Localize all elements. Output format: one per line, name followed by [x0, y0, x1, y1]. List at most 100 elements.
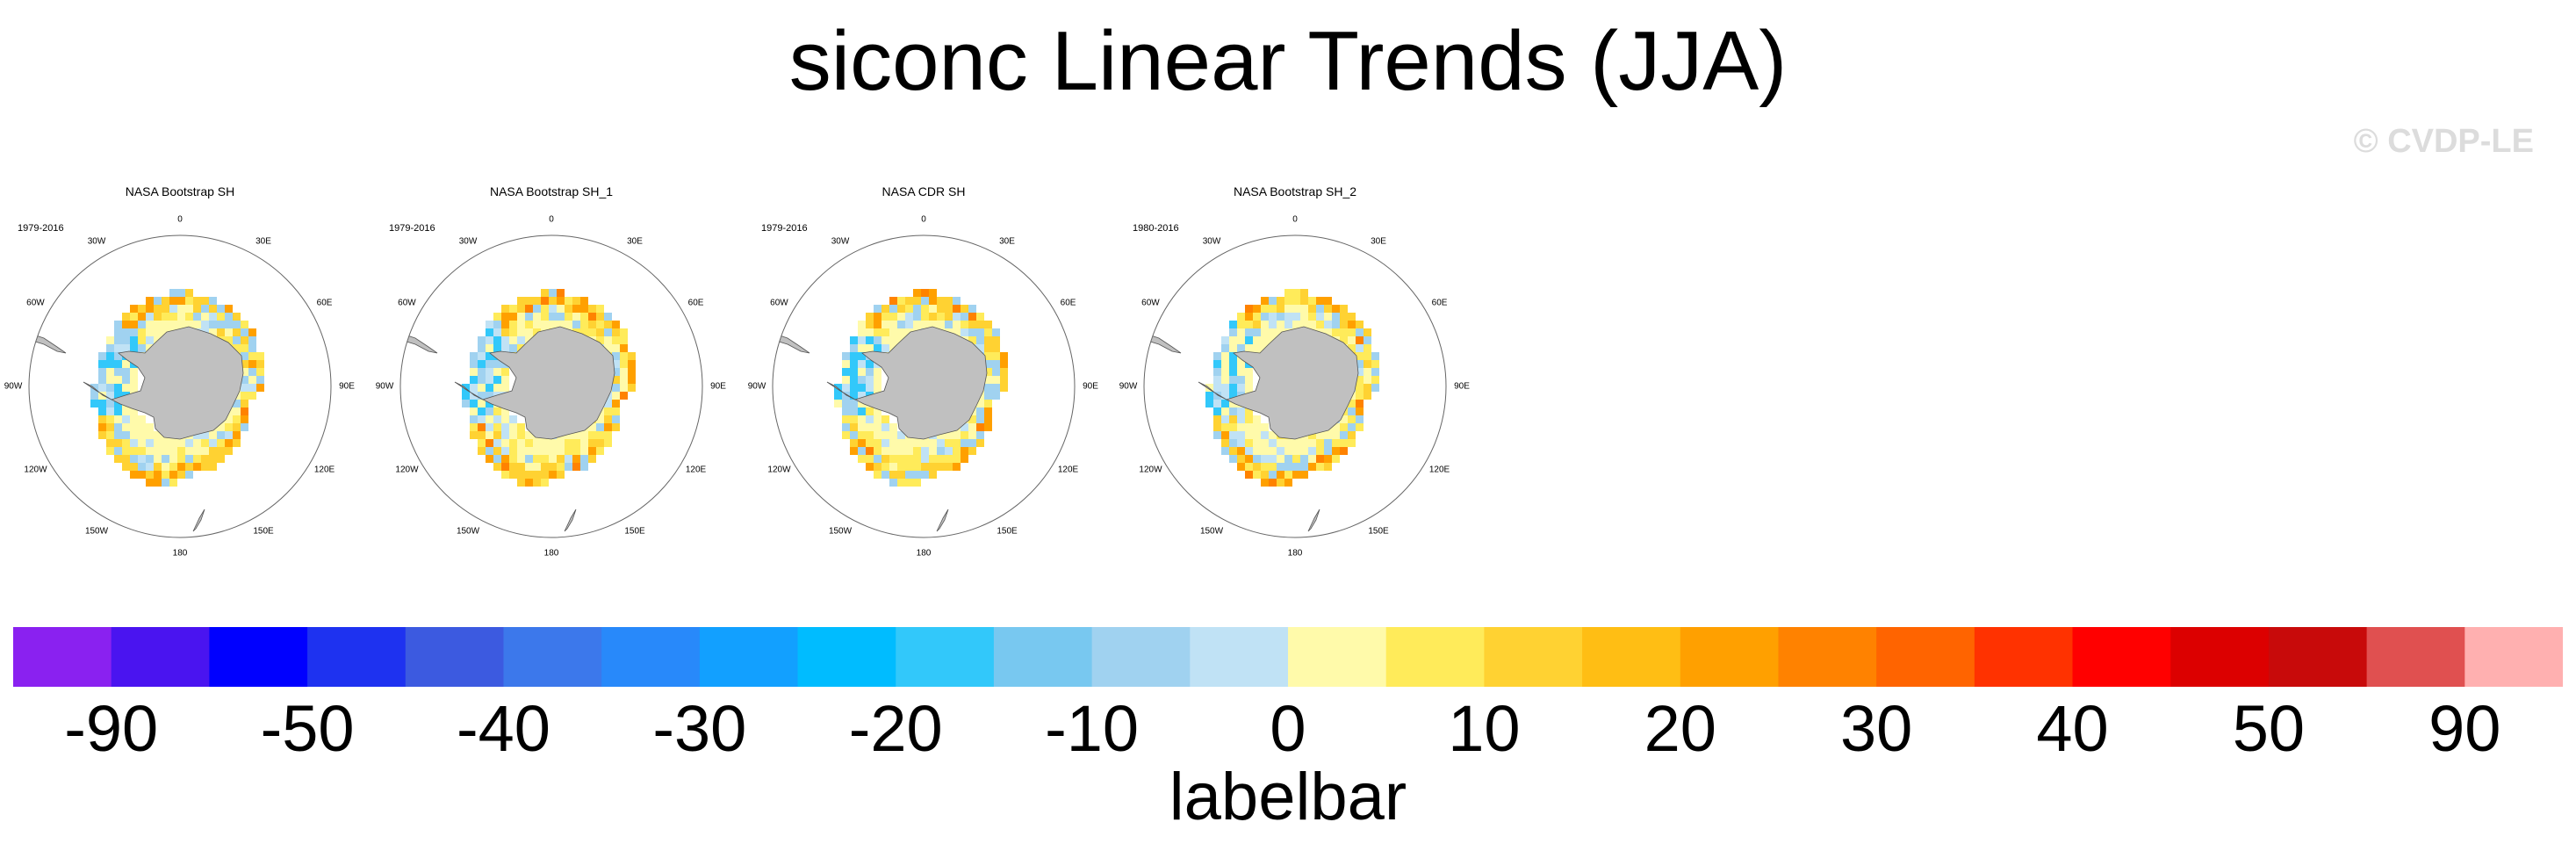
labelbar-tick-label: -10 — [1045, 692, 1140, 765]
labelbar-swatch — [1484, 627, 1583, 687]
longitude-label: 150E — [624, 526, 645, 537]
longitude-label: 30W — [87, 236, 106, 247]
labelbar-swatch — [699, 627, 799, 687]
longitude-label: 30E — [255, 236, 271, 247]
labelbar-tick-label: -40 — [456, 692, 550, 765]
labelbar-swatch — [13, 627, 112, 687]
longitude-label: 120W — [767, 465, 791, 475]
longitude-label: 60W — [1141, 298, 1160, 308]
labelbar-swatch — [2464, 627, 2563, 687]
longitude-label: 120W — [395, 465, 419, 475]
labelbar-tick-label: 10 — [1448, 692, 1521, 765]
labelbar-tick-label: 30 — [1839, 692, 1913, 765]
labelbar-swatch — [1288, 627, 1387, 687]
longitude-label: 120E — [1428, 465, 1450, 475]
labelbar-swatch — [1680, 627, 1779, 687]
labelbar-tick-label: 50 — [2232, 692, 2306, 765]
longitude-label: 90E — [1454, 381, 1470, 392]
panel-title: NASA Bootstrap SH — [125, 184, 235, 198]
panel-title: NASA Bootstrap SH_2 — [1233, 184, 1357, 198]
labelbar-tick-label: 20 — [1644, 692, 1716, 765]
labelbar-tick-label: 0 — [1270, 692, 1306, 765]
map-panel: NASA CDR SH 1979-2016 0 30E 60E 90E 120E 150E 18… — [744, 176, 1104, 562]
labelbar-tick-label: -50 — [260, 692, 355, 765]
labelbar-swatch — [1582, 627, 1681, 687]
longitude-label: 90E — [710, 381, 726, 392]
longitude-label: 30W — [1202, 236, 1221, 247]
panel-period: 1979-2016 — [18, 223, 64, 234]
map-panel: NASA Bootstrap SH_2 1980-2016 0 30E 60E 90E 12… — [1115, 176, 1475, 562]
longitude-label: 180 — [1287, 548, 1303, 559]
longitude-label: 150E — [997, 526, 1018, 537]
map-panel: NASA Bootstrap SH_1 1979-2016 0 30E 60E 90E 12… — [371, 176, 731, 562]
labelbar-tick-label: -30 — [652, 692, 747, 765]
labelbar-tick-label: 40 — [2036, 692, 2109, 765]
longitude-label: 60E — [316, 298, 333, 308]
longitude-label: 0 — [1292, 214, 1298, 225]
panel-period: 1979-2016 — [389, 223, 435, 234]
longitude-label: 180 — [543, 548, 559, 559]
longitude-label: 90W — [747, 381, 766, 392]
longitude-label: 90W — [375, 381, 394, 392]
labelbar-swatch — [1778, 627, 1877, 687]
watermark: © CVDP-LE — [2353, 123, 2534, 160]
longitude-label: 150E — [1368, 526, 1389, 537]
map-panel: NASA Bootstrap SH 1979-2016 0 30E 60E 90E 120E… — [0, 176, 360, 562]
longitude-label: 90E — [339, 381, 355, 392]
longitude-label: 150W — [456, 526, 480, 537]
labelbar-swatch — [1974, 627, 2074, 687]
longitude-label: 30E — [627, 236, 643, 247]
labelbar — [13, 627, 2563, 687]
longitude-label: 30W — [458, 236, 478, 247]
longitude-label: 120E — [313, 465, 335, 475]
polar-map — [1143, 234, 1447, 538]
longitude-label: 0 — [921, 214, 926, 225]
longitude-label: 150W — [84, 526, 109, 537]
longitude-label: 30W — [831, 236, 850, 247]
longitude-label: 90W — [4, 381, 23, 392]
longitude-label: 150W — [828, 526, 853, 537]
labelbar-swatch — [2170, 627, 2270, 687]
longitude-label: 30E — [1371, 236, 1386, 247]
longitude-label: 150E — [253, 526, 274, 537]
longitude-label: 60W — [770, 298, 788, 308]
longitude-label: 180 — [916, 548, 932, 559]
longitude-label: 120E — [685, 465, 707, 475]
longitude-label: 120W — [1139, 465, 1162, 475]
labelbar-swatch — [1876, 627, 1975, 687]
panel-period: 1980-2016 — [1133, 223, 1179, 234]
longitude-label: 90W — [1119, 381, 1138, 392]
labelbar-colors — [13, 627, 2563, 687]
longitude-label: 180 — [172, 548, 188, 559]
longitude-label: 60E — [1060, 298, 1076, 308]
labelbar-swatch — [2072, 627, 2171, 687]
longitude-label: 60E — [1431, 298, 1448, 308]
longitude-label: 90E — [1083, 381, 1098, 392]
longitude-label: 0 — [177, 214, 183, 225]
longitude-label: 120W — [24, 465, 47, 475]
panel-title: NASA CDR SH — [881, 184, 966, 198]
longitude-label: 0 — [549, 214, 554, 225]
labelbar-swatch — [1190, 627, 1289, 687]
labelbar-swatch — [1091, 627, 1191, 687]
labelbar-swatch — [111, 627, 210, 687]
labelbar-swatch — [405, 627, 504, 687]
longitude-label: 30E — [999, 236, 1015, 247]
panel-title: NASA Bootstrap SH_1 — [489, 184, 614, 198]
longitude-label: 120E — [1057, 465, 1079, 475]
longitude-label: 60W — [398, 298, 416, 308]
labelbar-tick-label: -20 — [848, 692, 943, 765]
labelbar-swatch — [2366, 627, 2465, 687]
polar-map — [399, 234, 703, 538]
labelbar-swatch — [503, 627, 602, 687]
panel-period: 1979-2016 — [761, 223, 808, 234]
labelbar-swatch — [307, 627, 407, 687]
polar-map — [28, 234, 332, 538]
longitude-label: 150W — [1199, 526, 1224, 537]
labelbar-tick-label: 90 — [2428, 692, 2501, 765]
labelbar-swatch — [209, 627, 308, 687]
labelbar-swatch — [993, 627, 1093, 687]
labelbar-swatch — [1385, 627, 1485, 687]
labelbar-tick-label: -90 — [64, 692, 159, 765]
main-title: siconc Linear Trends (JJA) — [788, 14, 1788, 108]
